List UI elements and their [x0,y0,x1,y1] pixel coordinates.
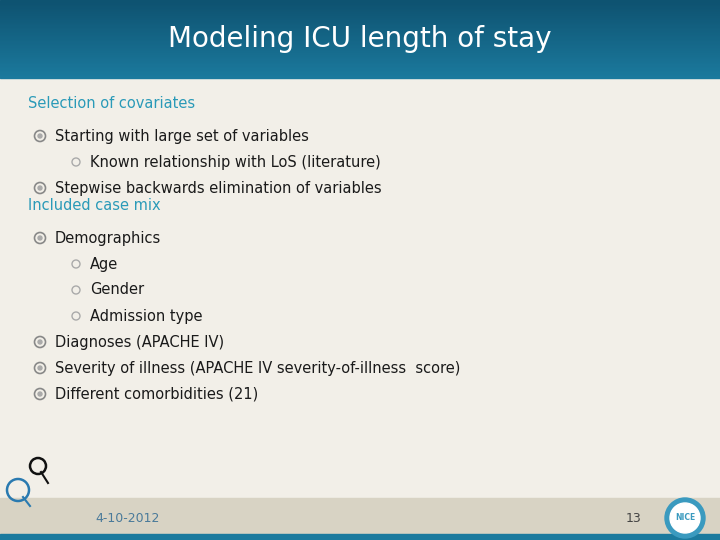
Bar [0,63,720,65]
Text: NICE: NICE [675,514,695,523]
Bar [0,22,720,23]
Text: Gender: Gender [90,282,144,298]
Bar [0,14,720,16]
Bar [0,64,720,66]
Bar [0,18,720,19]
Bar [0,58,720,60]
Bar [0,41,720,43]
Bar [0,57,720,58]
Bar [0,37,720,39]
Bar [0,67,720,69]
Bar [0,38,720,40]
Bar [0,12,720,14]
Circle shape [670,503,700,533]
Bar [0,53,720,55]
Text: 4-10-2012: 4-10-2012 [95,511,159,524]
Bar [0,6,720,8]
Text: Starting with large set of variables: Starting with large set of variables [55,129,309,144]
Text: Demographics: Demographics [55,231,161,246]
Bar [0,5,720,6]
Circle shape [38,392,42,396]
Bar [0,8,720,9]
Bar [0,1,720,3]
Text: Diagnoses (APACHE IV): Diagnoses (APACHE IV) [55,334,224,349]
Bar [0,43,720,44]
Bar [0,21,720,22]
Bar [0,27,720,29]
Circle shape [38,186,42,190]
Bar [0,46,720,48]
Bar [0,31,720,32]
Text: Severity of illness (APACHE IV severity-of-illness  score): Severity of illness (APACHE IV severity-… [55,361,460,375]
Bar [0,66,720,68]
Bar [0,25,720,28]
Circle shape [38,134,42,138]
Bar [0,75,720,77]
Text: Admission type: Admission type [90,308,202,323]
Bar [0,72,720,74]
Bar [0,40,720,42]
Bar [0,76,720,78]
Text: Age: Age [90,256,118,272]
Text: Known relationship with LoS (literature): Known relationship with LoS (literature) [90,154,381,170]
Circle shape [38,340,42,344]
Bar [0,0,720,1]
Bar [0,32,720,34]
Circle shape [38,366,42,370]
Bar [0,70,720,71]
Bar [0,24,720,26]
Bar [0,2,720,4]
Text: Different comorbidities (21): Different comorbidities (21) [55,387,258,402]
Bar [0,11,720,13]
Bar [0,498,720,540]
Bar [0,28,720,30]
Bar [0,33,720,35]
Bar [0,69,720,70]
Bar [0,23,720,25]
Bar [0,16,720,18]
Bar [0,50,720,52]
Text: Modeling ICU length of stay: Modeling ICU length of stay [168,25,552,53]
Bar [0,60,720,63]
Text: Selection of covariates: Selection of covariates [28,96,195,111]
Bar [0,15,720,17]
Bar [0,10,720,12]
Bar [0,71,720,73]
Bar [0,44,720,45]
Bar [0,29,720,31]
Bar [0,73,720,76]
Bar [0,56,720,57]
Text: Stepwise backwards elimination of variables: Stepwise backwards elimination of variab… [55,180,382,195]
Bar [0,534,720,540]
Bar [0,59,720,61]
Bar [0,45,720,47]
Bar [0,3,720,5]
Text: 13: 13 [626,511,642,524]
Circle shape [665,498,705,538]
Bar [0,9,720,10]
Bar [0,19,720,21]
Bar [0,35,720,36]
Text: Included case mix: Included case mix [28,198,161,213]
Bar [0,62,720,64]
Bar [0,48,720,49]
Bar [0,36,720,38]
Bar [0,51,720,53]
Bar [0,54,720,56]
Bar [0,49,720,51]
Circle shape [38,236,42,240]
